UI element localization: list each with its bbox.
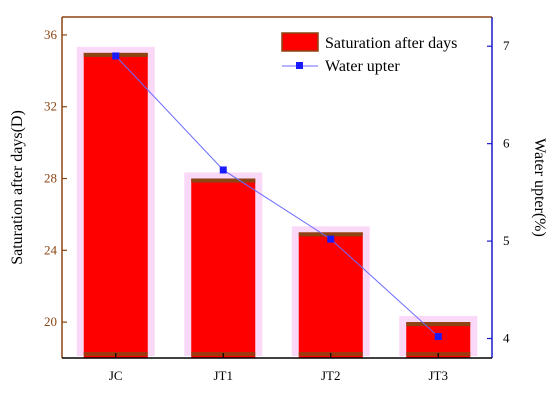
bars-layer <box>83 52 471 358</box>
bar-JT2 <box>298 232 363 358</box>
right-y-axis-title: Water upter(%) <box>531 138 548 237</box>
x-tick-label: JT2 <box>321 368 341 383</box>
water-upter-line <box>115 55 439 337</box>
left-tick-label: 32 <box>44 99 57 114</box>
right-tick-label: 5 <box>503 233 510 248</box>
right-tick-label: 4 <box>503 331 510 346</box>
ticks-layer: 20 24 28 32 36 4 5 6 7 JC JT1 JT2 JT3 <box>44 27 510 383</box>
bar-JC <box>83 52 148 358</box>
right-tick-label: 7 <box>503 38 510 53</box>
left-tick-label: 20 <box>44 314 57 329</box>
water-upter-marker-JC <box>112 52 120 60</box>
left-y-axis-title: Saturation after days(D) <box>9 110 26 265</box>
bar-top-edge-JT3 <box>406 322 471 327</box>
water-upter-marker-JT2 <box>327 235 335 243</box>
bar-top-edge-JT1 <box>191 178 256 183</box>
legend-bar-swatch <box>281 32 319 52</box>
x-tick-label: JC <box>109 368 123 383</box>
legend-line-marker <box>296 62 303 69</box>
water-upter-marker-JT3 <box>434 333 442 341</box>
legend: Saturation after days Water upter <box>281 32 457 75</box>
x-tick-label: JT1 <box>214 368 234 383</box>
left-tick-label: 36 <box>44 27 58 42</box>
water-upter-marker-JT1 <box>219 166 227 174</box>
right-tick-label: 6 <box>503 136 510 151</box>
left-tick-label: 24 <box>44 242 58 257</box>
bar-JT1 <box>191 178 256 358</box>
legend-line-label: Water upter <box>325 58 400 75</box>
bar-top-edge-JT2 <box>298 232 363 237</box>
legend-bar-label: Saturation after days <box>325 35 457 52</box>
line-series-layer <box>112 52 442 341</box>
left-tick-label: 28 <box>44 171 57 186</box>
x-tick-label: JT3 <box>429 368 449 383</box>
